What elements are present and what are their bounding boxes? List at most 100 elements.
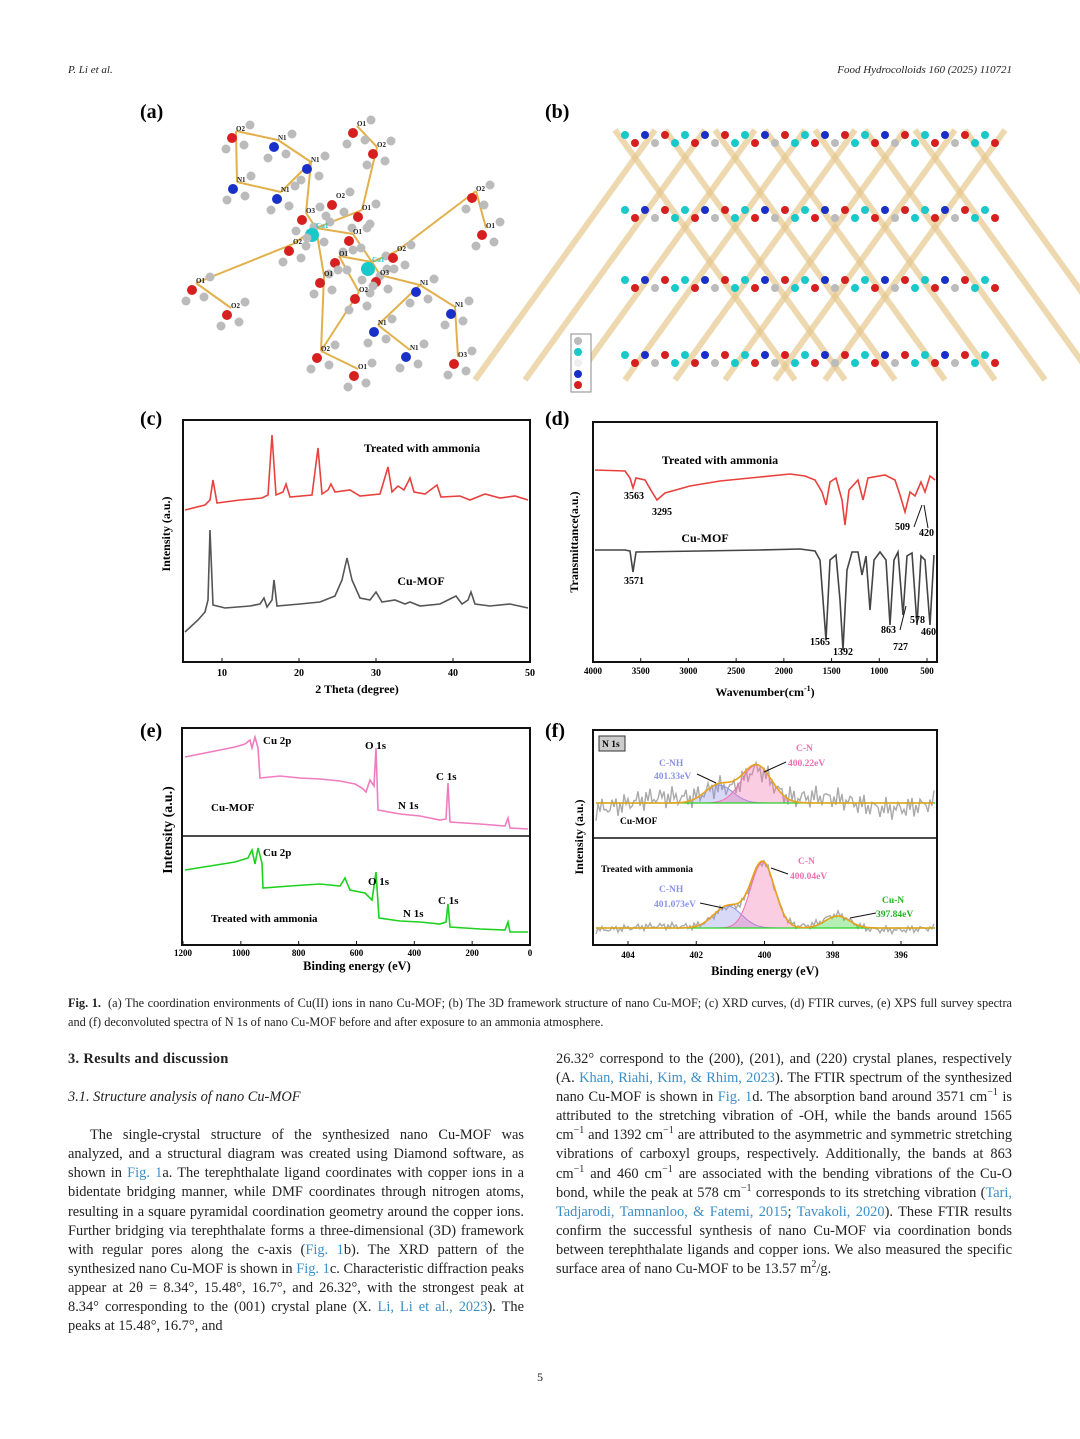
atom-label: O1 (353, 228, 362, 236)
atom (941, 276, 949, 284)
citation-link[interactable]: Fig. 1 (717, 1089, 753, 1106)
atom (297, 215, 307, 225)
annotation: Cu-MOF (681, 531, 728, 545)
atom (368, 149, 378, 159)
page-number: 5 (537, 1370, 543, 1384)
atom (661, 351, 669, 359)
atom (458, 316, 468, 326)
atom (631, 139, 639, 147)
atom (971, 139, 979, 147)
citation-link[interactable]: Fig. 1 (296, 1260, 330, 1277)
x-tick-label: 30 (371, 668, 381, 679)
text-run: The single-crystal structure of the synt… (68, 1127, 524, 1182)
atom (801, 131, 809, 139)
atom (362, 160, 372, 170)
text-run: a. The terephthalate ligand coordinates … (68, 1165, 524, 1258)
header-journal: Food Hydrocolloids 160 (2025) 110721 (837, 64, 1012, 76)
bond (320, 275, 325, 352)
atom (429, 274, 439, 284)
atom-label: O2 (293, 238, 302, 246)
atom (881, 276, 889, 284)
atom (621, 206, 629, 214)
atom-label: O2 (377, 141, 386, 149)
atom (831, 359, 839, 367)
atom (971, 284, 979, 292)
panel-label: (e) (140, 720, 162, 742)
annotation: 509 (895, 522, 910, 533)
atom (981, 276, 989, 284)
citation-link[interactable]: Fig. 1 (127, 1165, 163, 1182)
atom (701, 276, 709, 284)
superscript: −1 (573, 1163, 585, 1175)
atom (661, 206, 669, 214)
atom (871, 284, 879, 292)
atom-label: O3 (458, 351, 467, 359)
atom-label: N1 (410, 344, 419, 352)
atom (951, 139, 959, 147)
atom (901, 206, 909, 214)
atom (861, 131, 869, 139)
atom (791, 139, 799, 147)
atom (961, 351, 969, 359)
plot-frame (592, 421, 938, 663)
atom (681, 206, 689, 214)
xps-n1s-spectra (595, 760, 935, 936)
atom (290, 181, 300, 191)
ftir-curve-treated (594, 469, 936, 526)
atom (741, 206, 749, 214)
x-tick-label: 200 (465, 948, 479, 958)
atom (389, 264, 399, 274)
atom (314, 171, 324, 181)
paragraph: The single-crystal structure of the synt… (68, 1126, 524, 1336)
atom (731, 284, 739, 292)
atom (312, 353, 322, 363)
atom (881, 131, 889, 139)
atom-label: O1 (357, 120, 366, 128)
annotation: C-N (798, 857, 815, 867)
citation-link[interactable]: Li, Li et al., 2023 (377, 1299, 488, 1316)
atom (382, 264, 392, 274)
annotation: C-NH (659, 885, 684, 895)
atom (477, 230, 487, 240)
citation-link[interactable]: Khan, Riahi, Kim, & Rhim, 2023 (579, 1070, 775, 1087)
citation-link[interactable]: Tari, Tadjarodi, Tamnanloo, & Fatemi, 20… (556, 1184, 1012, 1220)
atom (811, 214, 819, 222)
framework-strut (522, 128, 708, 382)
atom (228, 184, 238, 194)
annotation: 3571 (624, 576, 644, 587)
atom (821, 276, 829, 284)
legend-atom (574, 337, 582, 345)
atom (841, 206, 849, 214)
atom (621, 351, 629, 359)
atom-label: O3 (380, 269, 389, 277)
atom-label: N1 (455, 301, 464, 309)
atom (413, 359, 423, 369)
atom (761, 276, 769, 284)
framework-strut (612, 128, 798, 382)
citation-link[interactable]: Fig. 1 (305, 1241, 344, 1258)
atom (406, 240, 416, 250)
atom (911, 139, 919, 147)
framework-strut (472, 128, 658, 382)
atom (801, 206, 809, 214)
text-run: ). The peaks at 15.48°, 16.7°, and (68, 1299, 524, 1335)
atom (302, 233, 312, 243)
framework-strut (912, 128, 1080, 365)
annotation: 420 (919, 528, 934, 539)
atom (306, 364, 316, 374)
atom (339, 207, 349, 217)
atom (234, 317, 244, 327)
y-axis-label: Intensity (a.u.) (159, 496, 173, 571)
atom (871, 139, 879, 147)
atom (423, 294, 433, 304)
atom (464, 296, 474, 306)
x-tick-label: 1000 (232, 948, 251, 958)
framework-strut (772, 128, 958, 382)
atom (661, 276, 669, 284)
x-tick-label: 400 (758, 950, 772, 960)
x-tick-label: 0 (528, 948, 533, 958)
citation-link[interactable]: Tavakoli, 2020 (796, 1203, 885, 1220)
framework-strut (762, 128, 948, 382)
atom (731, 139, 739, 147)
